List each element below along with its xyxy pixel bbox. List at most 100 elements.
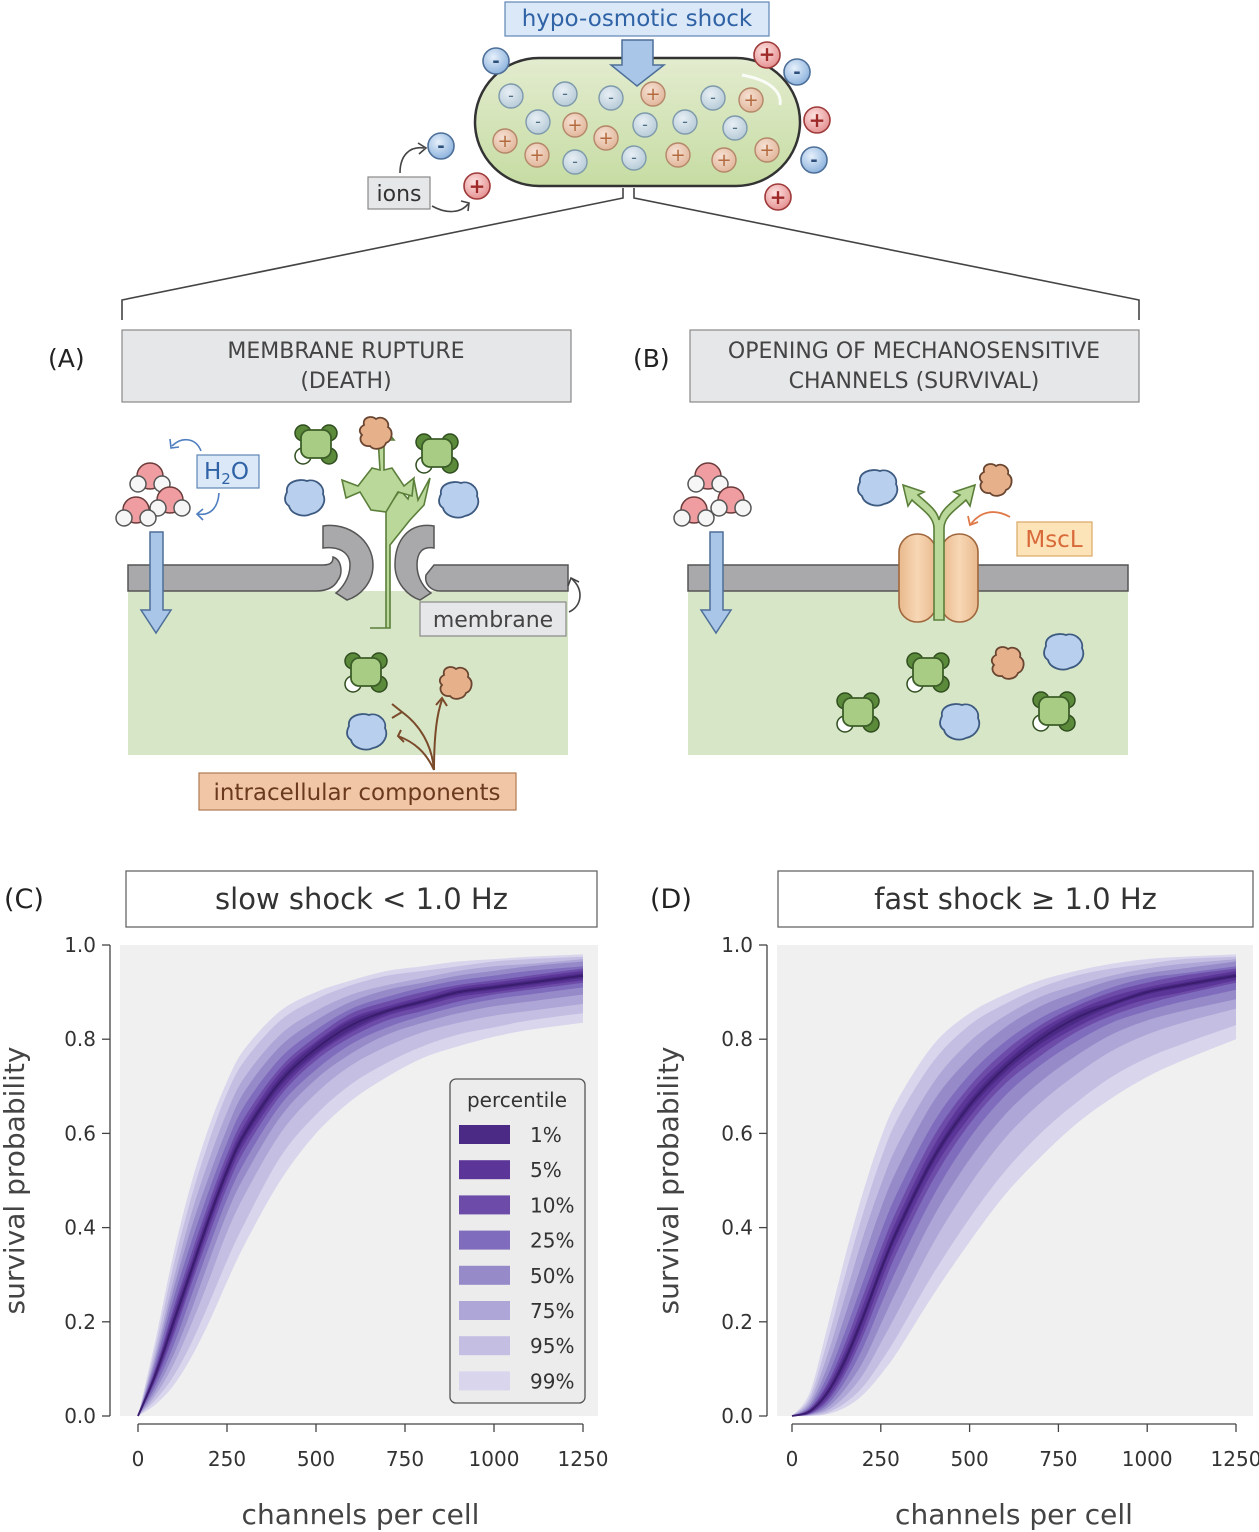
components-arrow-2 <box>433 699 443 771</box>
panel-b-letter: (B) <box>633 344 670 373</box>
orange-protein-icon <box>978 463 1013 497</box>
svg-text:+: + <box>497 131 512 152</box>
chart-title-box <box>777 870 1254 928</box>
x-tick-label: 0 <box>132 1447 145 1471</box>
y-tick-label: 0.2 <box>721 1310 753 1334</box>
outer-ions: - + - + - + - + <box>427 41 831 211</box>
svg-text:-: - <box>710 88 716 107</box>
svg-text:-: - <box>810 150 817 171</box>
water-molecule-icon <box>149 486 191 517</box>
mscl-channel-right-icon <box>940 533 979 623</box>
x-tick-label: 750 <box>386 1447 424 1471</box>
ions-label: ions <box>377 182 422 207</box>
x-tick-label: 1250 <box>558 1447 609 1471</box>
panel-a-title-box <box>121 329 572 403</box>
legend-label: 75% <box>530 1299 574 1323</box>
mscl-channel-left-icon <box>898 533 937 623</box>
efflux-arrow-icon <box>901 483 977 621</box>
svg-text:+: + <box>759 140 774 161</box>
svg-text:-: - <box>508 86 514 105</box>
y-tick-label: 0.4 <box>64 1216 96 1240</box>
svg-text:-: - <box>437 136 444 157</box>
legend-label: 50% <box>530 1264 574 1288</box>
shock-label: hypo-osmotic shock <box>522 6 753 32</box>
cell-highlight <box>741 73 782 106</box>
svg-text:-: - <box>642 115 648 134</box>
membrane-arrow <box>568 578 581 613</box>
svg-text:-: - <box>535 112 541 131</box>
panel-a: (A) MEMBRANE RUPTURE (DEATH) H2O membran… <box>48 329 581 811</box>
x-tick-label: 250 <box>862 1447 900 1471</box>
svg-text:+: + <box>469 174 486 198</box>
y-tick-label: 0.8 <box>721 1027 753 1051</box>
y-tick-label: 0.6 <box>64 1121 96 1145</box>
green-protein-icon <box>415 433 459 474</box>
legend-swatch <box>459 1371 510 1391</box>
y-tick-label: 1.0 <box>721 933 753 957</box>
panel-b-title-line2: CHANNELS (SURVIVAL) <box>789 369 1040 394</box>
panel-a-letter: (A) <box>48 344 85 373</box>
svg-text:+: + <box>645 84 660 105</box>
mscl-arrow <box>970 511 1011 525</box>
svg-text:+: + <box>743 90 758 111</box>
blue-protein-icon <box>438 481 480 519</box>
mscl-label-box <box>1016 521 1093 557</box>
membrane-label: membrane <box>433 608 553 633</box>
water-molecule-icon <box>673 496 715 527</box>
ions-arrow-up <box>399 146 425 174</box>
ions-arrow-down <box>431 203 469 213</box>
blue-protein-icon <box>1043 633 1085 671</box>
zoom-line-left <box>121 188 624 320</box>
y-tick-label: 0.8 <box>64 1027 96 1051</box>
zoom-line-right <box>633 188 1140 320</box>
legend-swatch <box>459 1265 510 1285</box>
svg-text:+: + <box>770 185 787 209</box>
blue-protein-icon <box>939 703 981 741</box>
x-tick-label: 500 <box>951 1447 989 1471</box>
y-tick-label: 1.0 <box>64 933 96 957</box>
y-tick-label: 0.4 <box>721 1216 753 1240</box>
top-cell-illustration: hypo-osmotic shock - - - + - + - + - - -… <box>121 1 1140 320</box>
components-arrow-3 <box>397 735 435 771</box>
legend-label: 10% <box>530 1193 574 1217</box>
svg-text:+: + <box>567 115 582 136</box>
panel-b-title-line1: OPENING OF MECHANOSENSITIVE <box>728 339 1100 364</box>
x-tick-label: 0 <box>786 1447 799 1471</box>
h2o-label-box <box>196 454 260 489</box>
water-influx-arrow-icon <box>699 531 733 635</box>
components-label-box <box>198 772 517 811</box>
shock-arrow-icon <box>608 39 667 87</box>
panel-b-title-box <box>689 329 1140 403</box>
chart-c: slow shock < 1.0 Hz (C) 0 250 500 750 1000 1250… <box>0 870 609 1531</box>
legend-swatch <box>459 1125 510 1144</box>
percentile-band-1pct <box>792 973 1236 1416</box>
legend-swatch <box>459 1195 510 1215</box>
panel-letter: (D) <box>650 884 692 915</box>
x-axis-label: channels per cell <box>242 1498 480 1531</box>
x-tick-label: 1000 <box>1122 1447 1173 1471</box>
legend-label: 99% <box>530 1369 574 1393</box>
water-influx-arrow-icon <box>139 531 173 635</box>
blue-protein-icon <box>284 479 326 517</box>
x-tick-label: 1250 <box>1211 1447 1259 1471</box>
legend-label: 5% <box>530 1158 562 1182</box>
legend-box <box>449 1078 586 1404</box>
inner-ions: - - - + - + - + - - - + + - + - + + + <box>492 81 780 175</box>
shock-label-box <box>504 1 770 37</box>
legend-title: percentile <box>467 1088 567 1112</box>
green-protein-icon <box>294 424 338 465</box>
svg-text:+: + <box>809 108 826 132</box>
svg-text:+: + <box>716 150 731 171</box>
panel-letter: (C) <box>4 884 44 915</box>
legend-swatch <box>459 1230 510 1250</box>
svg-text:+: + <box>529 145 544 166</box>
svg-text:-: - <box>562 84 568 103</box>
blue-protein-icon <box>857 469 899 507</box>
svg-text:+: + <box>670 145 685 166</box>
membrane-a-curl-left <box>322 524 374 601</box>
membrane-label-box <box>419 601 567 637</box>
chart-d: fast shock ≥ 1.0 Hz (D) 0 250 500 750 1000 1250… <box>650 870 1259 1531</box>
ions-label-box <box>367 176 431 210</box>
svg-text:-: - <box>732 118 738 137</box>
